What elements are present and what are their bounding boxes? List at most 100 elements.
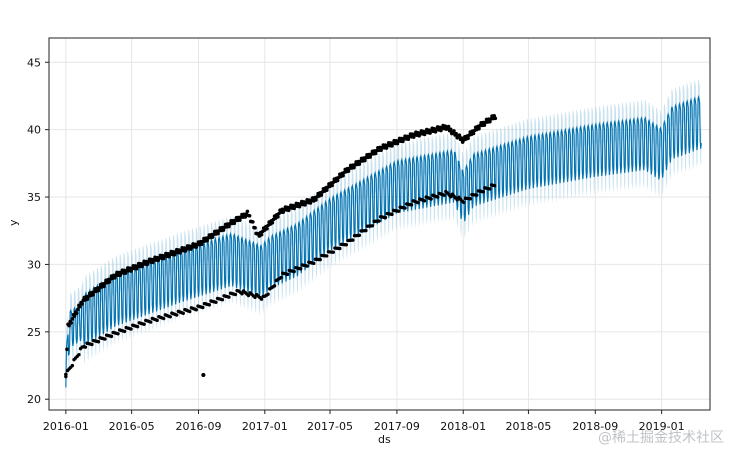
observed-point bbox=[246, 293, 251, 298]
observed-point bbox=[205, 238, 209, 243]
observed-point bbox=[83, 345, 88, 349]
observed-point bbox=[155, 318, 159, 323]
observed-point bbox=[449, 195, 453, 199]
y-tick-label: 40 bbox=[27, 124, 41, 137]
observed-point bbox=[69, 321, 74, 325]
observed-point bbox=[85, 297, 90, 301]
observed-point bbox=[181, 311, 185, 315]
observed-point bbox=[67, 323, 71, 328]
observed-point bbox=[488, 187, 492, 191]
observed-point bbox=[103, 337, 107, 341]
x-tick-label: 2019-01 bbox=[639, 420, 685, 433]
observed-point bbox=[91, 293, 95, 297]
observed-point bbox=[435, 195, 440, 199]
observed-point bbox=[462, 200, 466, 205]
observed-point bbox=[70, 317, 75, 321]
x-tick-label: 2018-01 bbox=[440, 420, 486, 433]
observed-point bbox=[457, 133, 462, 138]
observed-point bbox=[251, 220, 255, 224]
observed-point bbox=[344, 243, 349, 247]
observed-point bbox=[429, 197, 433, 201]
observed-point bbox=[364, 228, 368, 233]
observed-point bbox=[314, 198, 318, 202]
observed-point bbox=[370, 224, 375, 228]
observed-point bbox=[292, 269, 296, 274]
observed-point bbox=[357, 233, 362, 238]
observed-point bbox=[240, 292, 244, 296]
observed-point bbox=[102, 284, 106, 289]
observed-point bbox=[390, 212, 394, 217]
observed-point bbox=[74, 311, 79, 316]
observed-point bbox=[112, 276, 117, 280]
x-tick-label: 2016-05 bbox=[109, 420, 155, 433]
observed-point bbox=[325, 254, 329, 258]
observed-point bbox=[493, 183, 497, 188]
observed-point bbox=[482, 123, 487, 127]
interval-band-layer bbox=[65, 78, 702, 406]
observed-point bbox=[318, 257, 322, 262]
observed-point bbox=[188, 309, 192, 314]
observed-point bbox=[466, 136, 470, 141]
observed-point bbox=[357, 162, 362, 166]
observed-point bbox=[279, 275, 283, 280]
observed-point bbox=[199, 242, 204, 247]
observed-point bbox=[194, 308, 199, 312]
observed-point bbox=[64, 374, 68, 379]
observed-point bbox=[403, 206, 407, 210]
observed-point bbox=[346, 169, 351, 173]
observed-point bbox=[468, 197, 472, 201]
x-tick-label: 2016-09 bbox=[176, 420, 222, 433]
observed-point bbox=[341, 173, 345, 178]
observed-point bbox=[259, 297, 264, 301]
observed-point bbox=[96, 288, 101, 293]
observed-point bbox=[243, 215, 248, 219]
observed-point bbox=[148, 320, 153, 324]
x-tick-label: 2018-09 bbox=[572, 420, 618, 433]
observed-point bbox=[416, 200, 420, 205]
observed-point bbox=[90, 342, 94, 347]
observed-point bbox=[78, 304, 82, 309]
observed-point bbox=[276, 215, 280, 219]
tick-layer: 20 25 30 35 40 45 2016-01 2016-05 2016-09 2017-01… bbox=[27, 56, 685, 433]
observed-point bbox=[481, 190, 486, 194]
observed-point bbox=[122, 329, 127, 334]
observed-point bbox=[221, 228, 226, 232]
observed-point bbox=[175, 313, 179, 317]
observed-point bbox=[330, 183, 335, 188]
observed-point bbox=[135, 324, 140, 329]
observed-point bbox=[471, 131, 476, 136]
observed-point bbox=[448, 127, 453, 132]
observed-point bbox=[80, 302, 84, 306]
watermark-text: @稀土掘金技术社区 bbox=[598, 430, 724, 446]
x-tick-label: 2017-05 bbox=[307, 420, 353, 433]
observed-point bbox=[396, 209, 401, 213]
observed-point bbox=[227, 224, 231, 229]
observed-point bbox=[168, 315, 172, 319]
observed-point bbox=[233, 292, 238, 297]
observed-point bbox=[312, 261, 316, 266]
observed-point bbox=[455, 198, 459, 202]
observed-point bbox=[409, 203, 414, 207]
y-tick-label: 30 bbox=[27, 258, 41, 271]
observed-point bbox=[285, 272, 290, 277]
observed-point bbox=[72, 314, 77, 318]
observed-point bbox=[77, 352, 81, 357]
y-axis-label: y bbox=[7, 219, 20, 226]
observed-point bbox=[331, 250, 335, 254]
observed-point bbox=[116, 332, 120, 336]
y-tick-label: 35 bbox=[27, 191, 41, 204]
uncertainty-band bbox=[65, 78, 702, 406]
observed-point bbox=[377, 219, 381, 223]
observed-point bbox=[76, 307, 80, 312]
observed-point bbox=[305, 264, 309, 268]
observed-point bbox=[227, 295, 231, 299]
observed-point bbox=[383, 215, 388, 220]
observed-point bbox=[272, 284, 277, 288]
observed-point bbox=[109, 334, 114, 339]
observed-point bbox=[232, 221, 237, 226]
forecast-layer bbox=[65, 94, 702, 388]
observed-point bbox=[220, 297, 225, 302]
observed-point bbox=[324, 188, 329, 193]
observed-point bbox=[338, 246, 342, 251]
